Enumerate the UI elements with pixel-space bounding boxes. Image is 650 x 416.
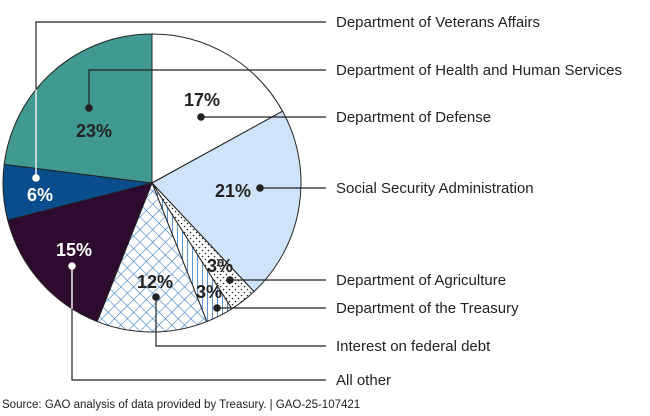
data-label-interest-on-federal-debt: 12% (137, 272, 173, 292)
legend-label-all-other: All other (336, 372, 391, 389)
source-note: Source: GAO analysis of data provided by… (2, 399, 361, 411)
data-label-department-of-defense: 17% (184, 90, 220, 110)
leader-dot-interest-on-federal-debt (152, 293, 160, 301)
data-label-department-of-agriculture: 3% (207, 256, 233, 276)
data-label-department-of-health-and-human-services: 23% (76, 121, 112, 141)
legend-label-department-of-veterans-affairs: Department of Veterans Affairs (336, 14, 540, 31)
leader-dot-department-of-the-treasury (213, 304, 221, 312)
data-label-department-of-veterans-affairs: 6% (27, 185, 53, 205)
legend-label-social-security-administration: Social Security Administration (336, 180, 534, 197)
legend-label-department-of-health-and-human-services: Department of Health and Human Services (336, 62, 622, 79)
leader-line-interest-on-federal-debt (155, 297, 326, 347)
legend-label-department-of-defense: Department of Defense (336, 109, 491, 126)
legend-label-department-of-the-treasury: Department of the Treasury (336, 300, 519, 317)
data-label-department-of-the-treasury: 3% (196, 282, 222, 302)
data-label-social-security-administration: 21% (215, 181, 251, 201)
pie-slice-interest-on-federal-debt (96, 181, 208, 333)
leader-dot-department-of-agriculture (226, 276, 234, 284)
leader-dot-all-other (68, 262, 76, 270)
pie-slice-department-of-health-and-human-services (3, 33, 153, 184)
leader-dot-social-security-administration (256, 184, 264, 192)
leader-line-department-of-health-and-human-services (88, 69, 326, 108)
legend-label-interest-on-federal-debt: Interest on federal debt (336, 338, 491, 355)
legend-label-department-of-agriculture: Department of Agriculture (336, 272, 506, 289)
leader-dot-department-of-veterans-affairs (32, 174, 40, 182)
leader-dot-department-of-health-and-human-services (85, 104, 93, 112)
leader-dot-department-of-defense (197, 113, 205, 121)
pie-slice-department-of-defense (151, 33, 284, 184)
pie-slice-all-other (7, 182, 153, 323)
pie-slice-social-security-administration (151, 110, 302, 293)
data-label-all-other: 15% (56, 240, 92, 260)
